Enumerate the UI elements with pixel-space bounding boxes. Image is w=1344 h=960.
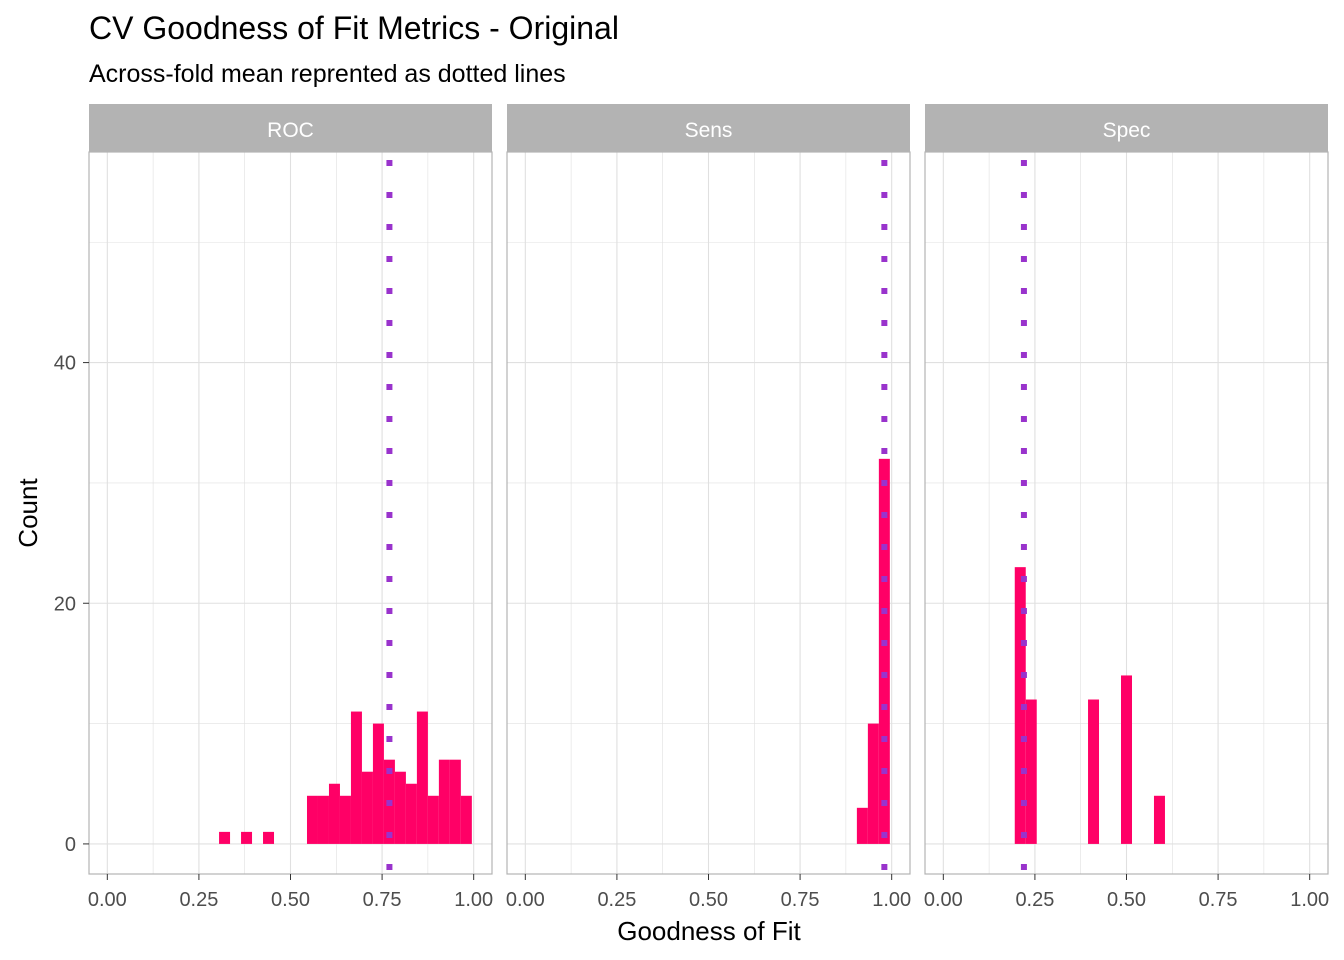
x-axis-title: Goodness of Fit <box>617 916 801 946</box>
facet-label-spec: Spec <box>1103 119 1151 142</box>
histogram-bar <box>1025 699 1037 844</box>
histogram-bar <box>219 831 231 844</box>
histogram-bar <box>394 771 406 844</box>
x-tick-label: 0.50 <box>689 889 728 911</box>
histogram-bar <box>405 783 417 844</box>
histogram-bar <box>1153 795 1165 844</box>
facet-label-sens: Sens <box>685 119 733 142</box>
chart-title: CV Goodness of Fit Metrics - Original <box>89 10 619 46</box>
facet-label-roc: ROC <box>267 119 314 142</box>
histogram-bar <box>427 795 439 844</box>
histogram-bar <box>449 759 461 844</box>
histogram-bar <box>438 759 450 844</box>
histogram-bar <box>306 795 318 844</box>
y-tick-label: 0 <box>65 834 76 856</box>
x-tick-label: 0.00 <box>88 889 127 911</box>
histogram-bar <box>416 711 428 844</box>
histogram-bar <box>856 807 868 844</box>
x-tick-label: 0.25 <box>179 889 218 911</box>
histogram-bar <box>317 795 329 844</box>
chart-subtitle: Across-fold mean reprented as dotted lin… <box>89 60 566 88</box>
histogram-bar <box>350 711 362 844</box>
facet-strip-spec <box>925 104 1328 152</box>
histogram-bar <box>460 795 472 844</box>
x-tick-label: 0.25 <box>1015 889 1054 911</box>
x-tick-label: 1.00 <box>454 889 493 911</box>
y-axis-title: Count <box>13 478 43 548</box>
histogram-bar <box>339 795 351 844</box>
y-tick-label: 20 <box>54 593 76 615</box>
histogram-bar <box>372 723 384 844</box>
histogram-bar <box>867 723 879 844</box>
histogram-bar <box>328 783 340 844</box>
x-tick-label: 0.00 <box>506 889 545 911</box>
x-tick-label: 0.75 <box>781 889 820 911</box>
x-tick-label: 0.75 <box>363 889 402 911</box>
histogram-bar <box>241 831 253 844</box>
y-tick-label: 40 <box>54 353 76 375</box>
x-tick-label: 1.00 <box>1290 889 1329 911</box>
x-tick-label: 1.00 <box>872 889 911 911</box>
x-tick-label: 0.00 <box>924 889 963 911</box>
facet-strip-roc <box>89 104 492 152</box>
histogram-bar <box>263 831 275 844</box>
x-tick-label: 0.25 <box>597 889 636 911</box>
histogram-bar <box>1088 699 1100 844</box>
histogram-bar <box>361 771 373 844</box>
x-tick-label: 0.50 <box>271 889 310 911</box>
histogram-bar <box>1121 675 1132 844</box>
facet-strip-sens <box>507 104 910 152</box>
histogram-bar <box>878 458 890 844</box>
x-tick-label: 0.75 <box>1199 889 1238 911</box>
histogram-bar <box>1014 567 1026 844</box>
x-tick-label: 0.50 <box>1107 889 1146 911</box>
